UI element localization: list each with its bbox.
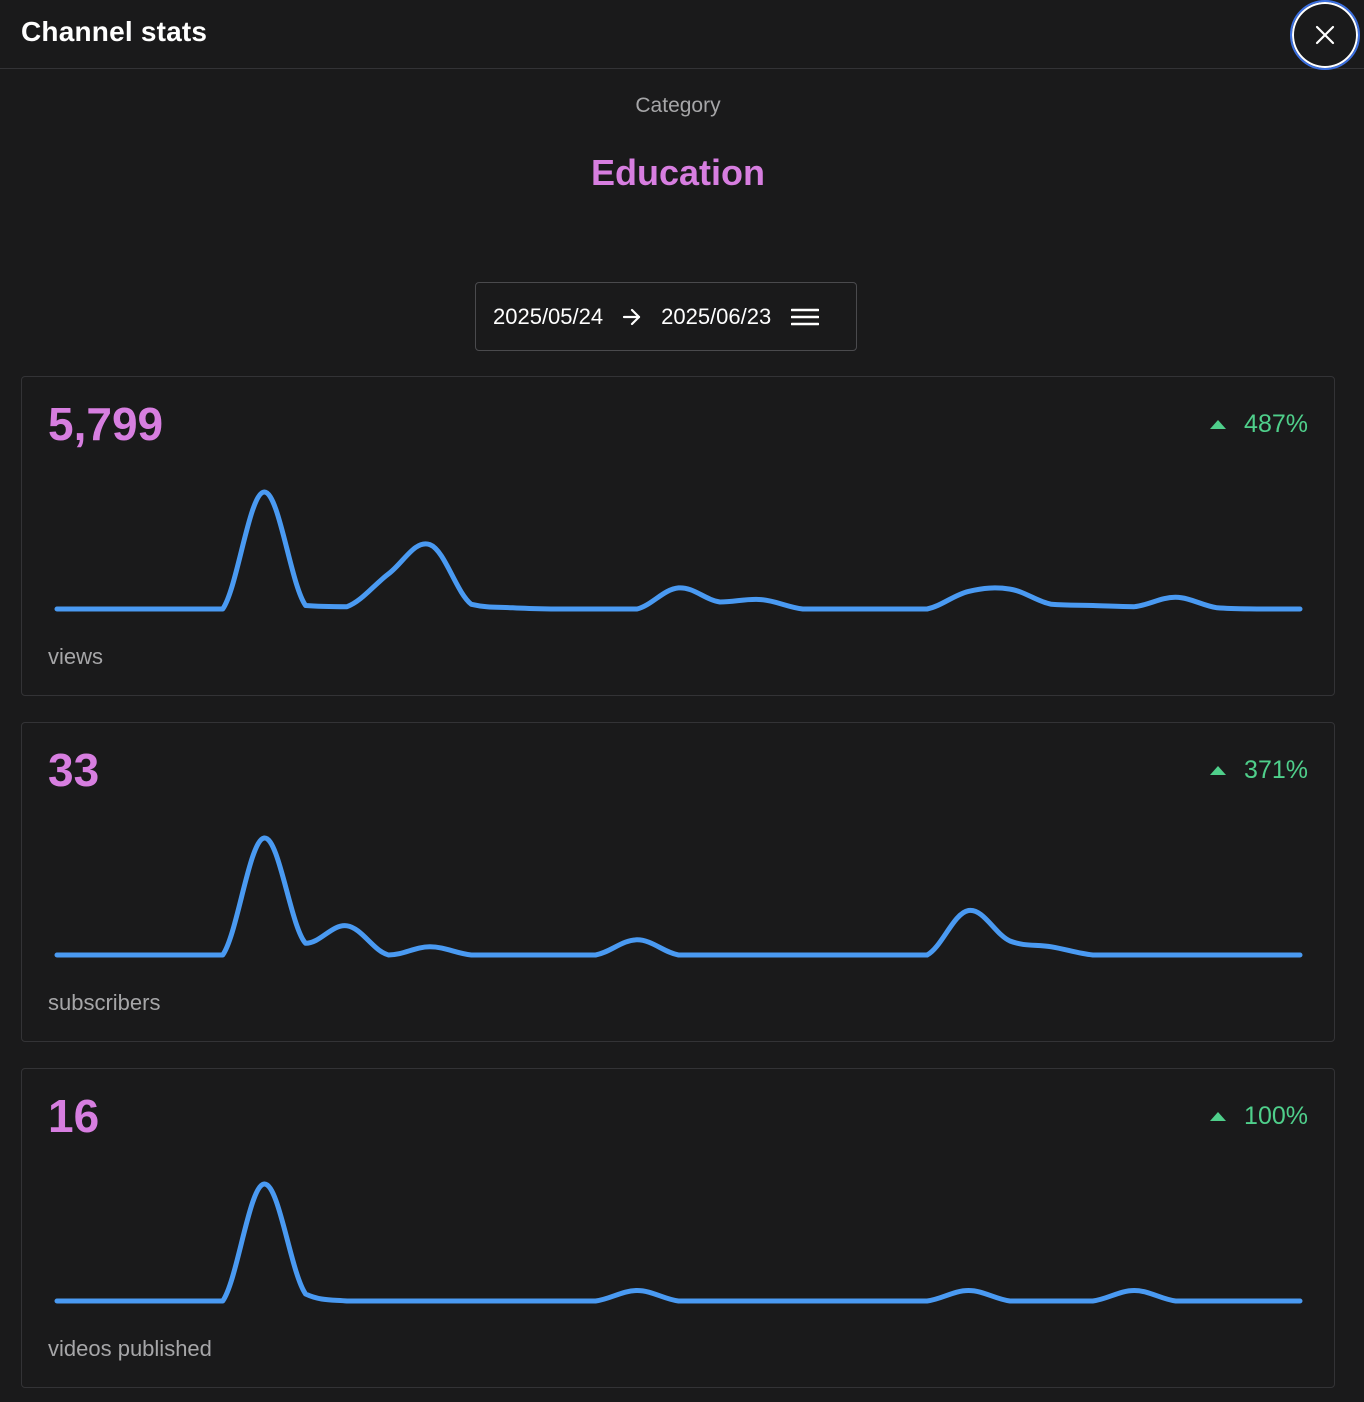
videos-published-sparkline (54, 1181, 1303, 1304)
category-value: Education (590, 152, 765, 193)
close-button[interactable] (1290, 0, 1360, 70)
stat-label: views (48, 644, 104, 669)
triangle-up-icon (1210, 420, 1227, 429)
stat-card-videos-published: 16 100% videos published (21, 1068, 1335, 1388)
stat-change: 100% (1210, 1102, 1308, 1131)
stat-change: 371% (1210, 756, 1308, 785)
stat-value: 16 (48, 1090, 100, 1142)
subscribers-series-line (54, 835, 1303, 958)
stat-change: 487% (1210, 410, 1308, 439)
date-range-end[interactable]: 2025/06/23 (661, 303, 772, 329)
stat-change-value: 371% (1244, 756, 1308, 784)
stat-label: subscribers (48, 990, 161, 1015)
arrow-right-icon (621, 306, 643, 328)
menu-icon[interactable] (791, 306, 820, 328)
stat-value: 33 (48, 744, 100, 796)
category-label: Category (635, 94, 721, 117)
date-range-picker[interactable]: 2025/05/24 2025/06/23 (475, 282, 857, 351)
subscribers-sparkline (54, 835, 1303, 958)
close-icon (1315, 25, 1335, 45)
stat-card-views: 5,799 487% views (21, 376, 1335, 696)
views-series-line (54, 489, 1303, 612)
stat-change-value: 100% (1244, 1102, 1308, 1130)
views-sparkline (54, 489, 1303, 612)
stat-card-subscribers: 33 371% subscribers (21, 722, 1335, 1042)
triangle-up-icon (1210, 766, 1227, 775)
triangle-up-icon (1210, 1112, 1227, 1121)
modal-title: Channel stats (21, 16, 208, 47)
stat-label: videos published (48, 1336, 212, 1361)
modal-header: Channel stats (0, 0, 1364, 70)
stat-value: 5,799 (48, 398, 164, 450)
stat-change-value: 487% (1244, 410, 1308, 438)
videos-published-series-line (54, 1181, 1303, 1304)
date-range-start[interactable]: 2025/05/24 (493, 303, 604, 329)
